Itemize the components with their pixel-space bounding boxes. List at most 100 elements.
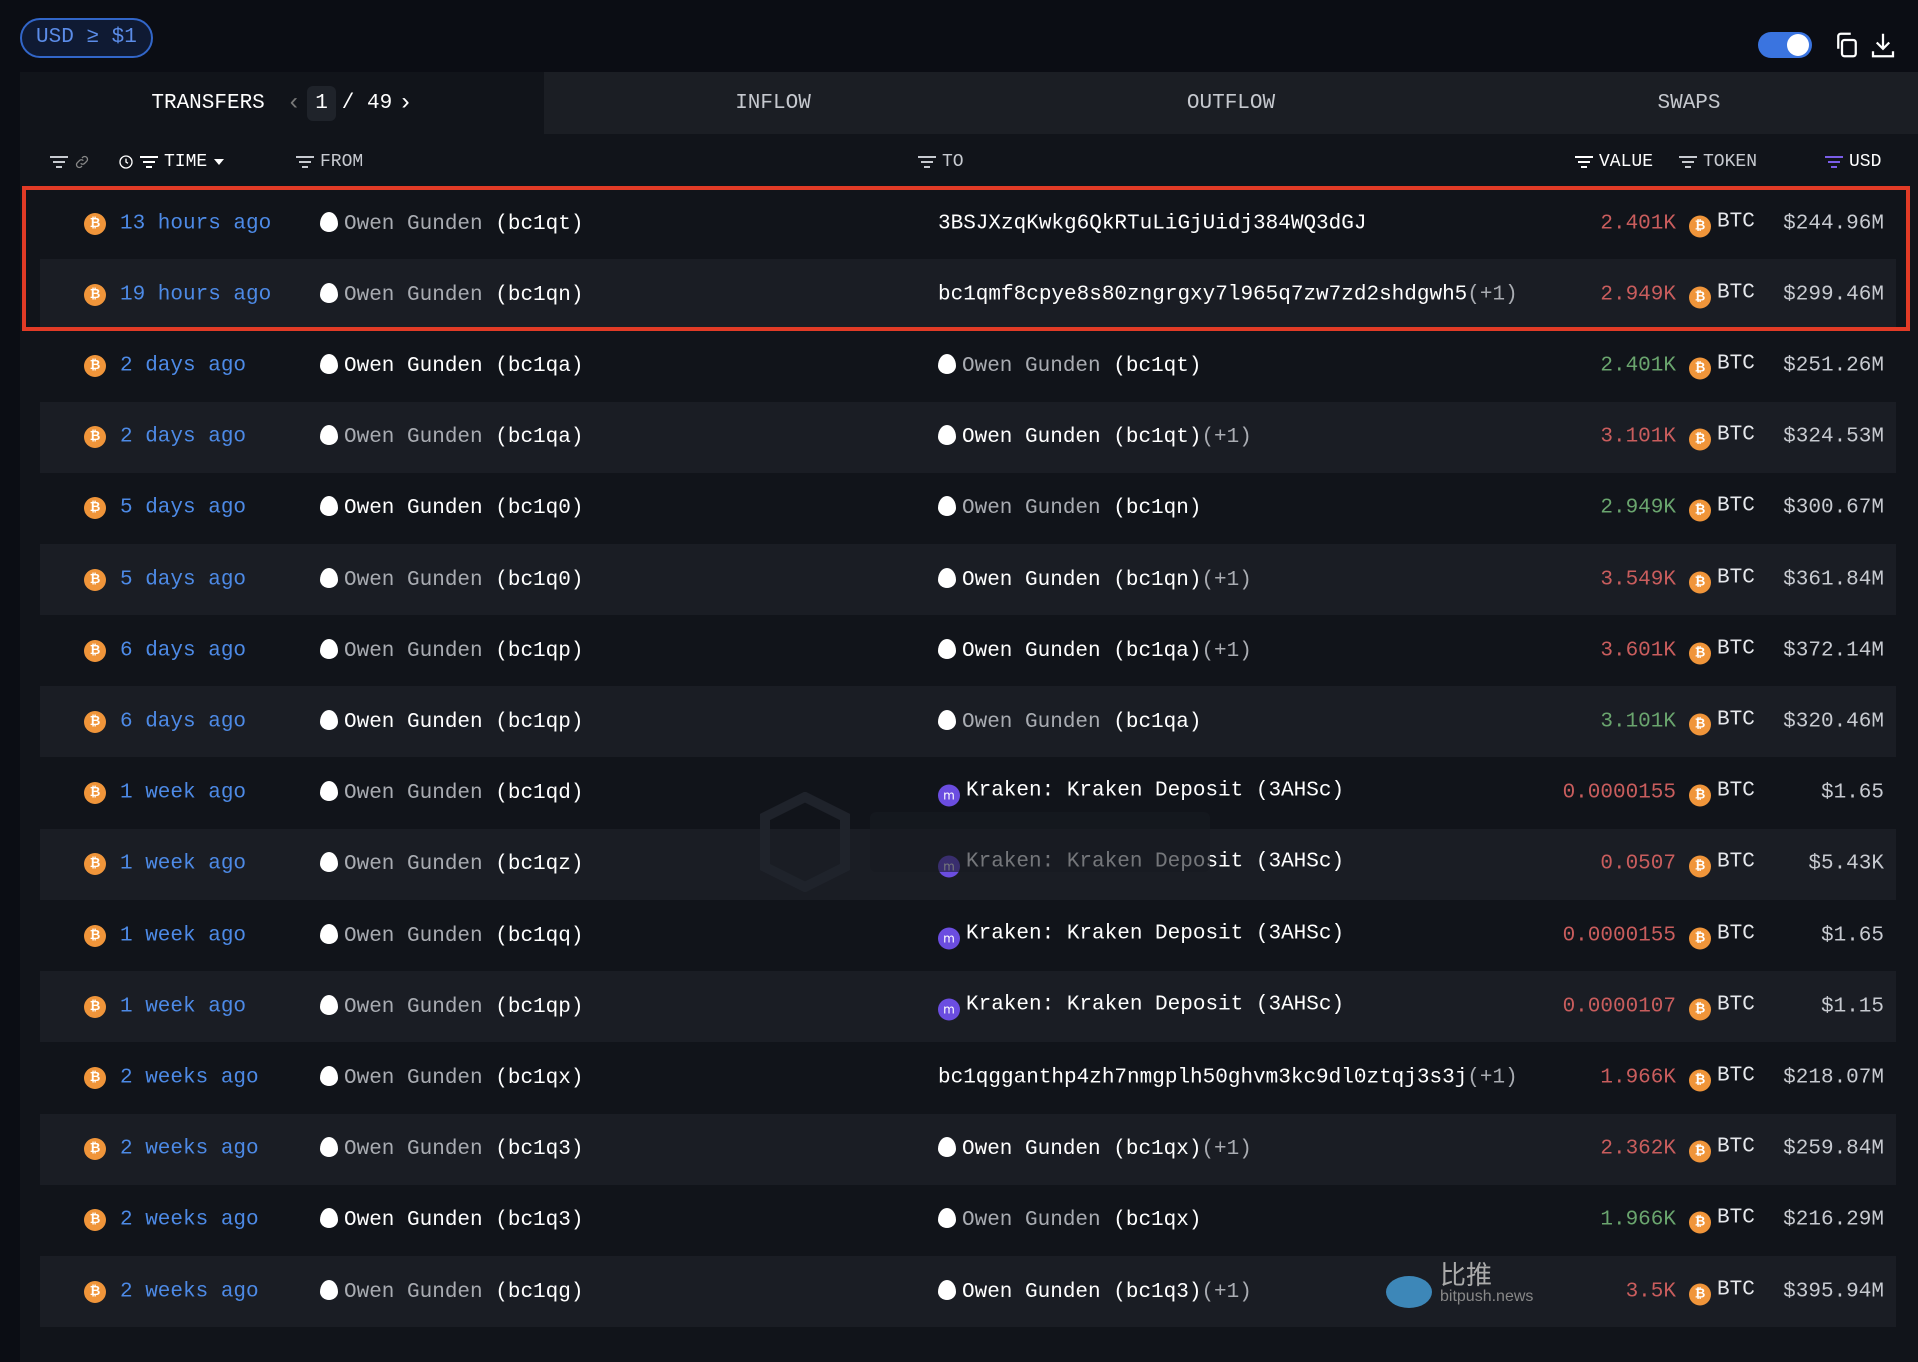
to-address[interactable]: bc1qgganthp4zh7nmgplh50ghvm3kc9dl0ztqj3s…	[938, 1066, 1468, 1090]
token-cell[interactable]: ₿ BTC	[1689, 1278, 1755, 1305]
from-entity-name[interactable]: Owen Gunden	[344, 1209, 483, 1233]
time-link[interactable]: 1 week ago	[120, 852, 247, 876]
token-cell[interactable]: ₿ BTC	[1689, 281, 1755, 309]
to-entity-name[interactable]: Owen Gunden	[962, 1138, 1101, 1162]
to-address[interactable]: (bc1qx)	[1113, 1209, 1202, 1233]
time-link[interactable]: 5 days ago	[120, 568, 247, 591]
to-entity-name[interactable]: Kraken: Kraken Deposit	[966, 779, 1244, 803]
from-address[interactable]: (bc1qg)	[495, 1280, 584, 1304]
table-row[interactable]: ₿ 2 weeks ago Owen Gunden (bc1qg) Owen G…	[40, 1256, 1896, 1327]
to-address[interactable]: (bc1qt)	[1113, 354, 1202, 378]
from-address[interactable]: (bc1q3)	[495, 1138, 584, 1162]
table-row[interactable]: ₿ 13 hours ago Owen Gunden (bc1qt) 3BSJX…	[40, 188, 1896, 259]
from-entity-name[interactable]: Owen Gunden	[344, 1138, 483, 1162]
from-address[interactable]: (bc1qx)	[495, 1066, 584, 1090]
token-cell[interactable]: ₿ BTC	[1689, 566, 1755, 593]
token-cell[interactable]: ₿ BTC	[1689, 352, 1755, 380]
next-page-icon[interactable]: ›	[398, 89, 413, 117]
to-entity-name[interactable]: Kraken: Kraken Deposit	[966, 993, 1244, 1017]
from-entity-name[interactable]: Owen Gunden	[344, 283, 483, 307]
time-link[interactable]: 1 week ago	[120, 924, 247, 947]
from-entity-name[interactable]: Owen Gunden	[344, 426, 483, 450]
from-address[interactable]: (bc1qp)	[495, 710, 584, 734]
to-address[interactable]: (3AHSc)	[1255, 850, 1345, 874]
time-link[interactable]: 6 days ago	[120, 639, 247, 663]
time-link[interactable]: 19 hours ago	[120, 283, 272, 307]
time-link[interactable]: 1 week ago	[120, 995, 247, 1019]
token-cell[interactable]: ₿ BTC	[1689, 210, 1755, 237]
col-value[interactable]: VALUE	[1575, 147, 1653, 177]
to-extra-count[interactable]: (+1)	[1201, 568, 1252, 592]
to-address[interactable]: (3AHSc)	[1255, 922, 1345, 945]
from-address[interactable]: (bc1qn)	[495, 283, 584, 307]
table-row[interactable]: ₿ 19 hours ago Owen Gunden (bc1qn) bc1qm…	[40, 259, 1896, 331]
to-address[interactable]: (bc1qn)	[1113, 568, 1202, 592]
to-address[interactable]: 3BSJXzqKwkg6QkRTuLiGjUidj384WQ3dGJ	[938, 212, 1367, 235]
tab-swaps[interactable]: SWAPS	[1460, 72, 1918, 134]
table-row[interactable]: ₿ 2 days ago Owen Gunden (bc1qa) Owen Gu…	[40, 330, 1896, 401]
time-link[interactable]: 6 days ago	[120, 710, 247, 734]
time-link[interactable]: 2 weeks ago	[120, 1280, 259, 1303]
tab-inflow[interactable]: INFLOW	[544, 72, 1002, 134]
from-address[interactable]: (bc1qp)	[495, 995, 584, 1019]
from-entity-name[interactable]: Owen Gunden	[344, 924, 483, 948]
time-link[interactable]: 13 hours ago	[120, 212, 272, 235]
to-address[interactable]: (bc1qa)	[1113, 639, 1202, 663]
from-entity-name[interactable]: Owen Gunden	[344, 853, 483, 877]
time-link[interactable]: 2 weeks ago	[120, 1208, 259, 1232]
to-entity-name[interactable]: Owen Gunden	[962, 1280, 1101, 1304]
copy-icon[interactable]	[1832, 30, 1862, 60]
to-address[interactable]: (bc1qt)	[1113, 426, 1202, 450]
from-address[interactable]: (bc1qt)	[495, 212, 584, 236]
table-row[interactable]: ₿ 1 week ago Owen Gunden (bc1qd) m Kraken…	[40, 758, 1896, 829]
filter-icon[interactable]	[296, 156, 314, 168]
sort-down-icon[interactable]	[213, 158, 225, 166]
from-address[interactable]: (bc1q0)	[495, 568, 584, 592]
from-entity-name[interactable]: Owen Gunden	[344, 212, 483, 236]
to-address[interactable]: (bc1qn)	[1113, 497, 1202, 521]
to-address[interactable]: (bc1qx)	[1113, 1138, 1202, 1162]
from-address[interactable]: (bc1q0)	[495, 497, 584, 521]
table-row[interactable]: ₿ 2 days ago Owen Gunden (bc1qa) Owen Gu…	[40, 401, 1896, 473]
time-link[interactable]: 5 days ago	[120, 496, 247, 520]
table-row[interactable]: ₿ 1 week ago Owen Gunden (bc1qq) m Kraken…	[40, 900, 1896, 971]
token-cell[interactable]: ₿ BTC	[1689, 1136, 1755, 1163]
to-entity-name[interactable]: Kraken: Kraken Deposit	[966, 922, 1244, 945]
to-extra-count[interactable]: (+1)	[1201, 1138, 1252, 1162]
time-link[interactable]: 2 days ago	[120, 425, 247, 449]
token-cell[interactable]: ₿ BTC	[1689, 495, 1755, 522]
table-row[interactable]: ₿ 1 week ago Owen Gunden (bc1qp) m Kraken…	[40, 971, 1896, 1043]
from-entity-name[interactable]: Owen Gunden	[344, 782, 483, 806]
to-entity-name[interactable]: Owen Gunden	[962, 354, 1101, 378]
table-row[interactable]: ₿ 6 days ago Owen Gunden (bc1qp) Owen Gu…	[40, 686, 1896, 758]
col-link-filter[interactable]	[50, 147, 90, 177]
token-cell[interactable]: ₿ BTC	[1689, 1064, 1755, 1092]
to-extra-count[interactable]: (+1)	[1467, 1066, 1518, 1090]
to-address[interactable]: (bc1q3)	[1113, 1280, 1202, 1304]
from-entity-name[interactable]: Owen Gunden	[344, 497, 483, 521]
to-extra-count[interactable]: (+1)	[1201, 426, 1252, 450]
filter-icon[interactable]	[1825, 156, 1843, 168]
link-icon[interactable]	[74, 154, 90, 170]
token-cell[interactable]: ₿ BTC	[1689, 780, 1755, 807]
to-extra-count[interactable]: (+1)	[1467, 283, 1518, 307]
toggle-switch[interactable]	[1758, 32, 1812, 58]
token-cell[interactable]: ₿ BTC	[1689, 851, 1755, 878]
tab-transfers[interactable]: TRANSFERS ‹ 1 / 49 ›	[20, 72, 544, 134]
filter-icon[interactable]	[918, 156, 936, 168]
to-entity-name[interactable]: Kraken: Kraken Deposit	[966, 850, 1244, 874]
col-from[interactable]: FROM	[296, 147, 363, 177]
token-cell[interactable]: ₿ BTC	[1689, 637, 1755, 665]
table-row[interactable]: ₿ 1 week ago Owen Gunden (bc1qz) m Kraken…	[40, 828, 1896, 900]
token-cell[interactable]: ₿ BTC	[1689, 922, 1755, 949]
col-to[interactable]: TO	[918, 147, 964, 177]
time-link[interactable]: 2 weeks ago	[120, 1137, 259, 1161]
from-entity-name[interactable]: Owen Gunden	[344, 639, 483, 663]
to-address[interactable]: (3AHSc)	[1255, 779, 1345, 803]
from-entity-name[interactable]: Owen Gunden	[344, 1066, 483, 1090]
to-entity-name[interactable]: Owen Gunden	[962, 426, 1101, 450]
token-cell[interactable]: ₿ BTC	[1689, 424, 1755, 451]
from-address[interactable]: (bc1qp)	[495, 639, 584, 663]
filter-icon[interactable]	[50, 156, 68, 168]
col-token[interactable]: TOKEN	[1679, 147, 1757, 177]
